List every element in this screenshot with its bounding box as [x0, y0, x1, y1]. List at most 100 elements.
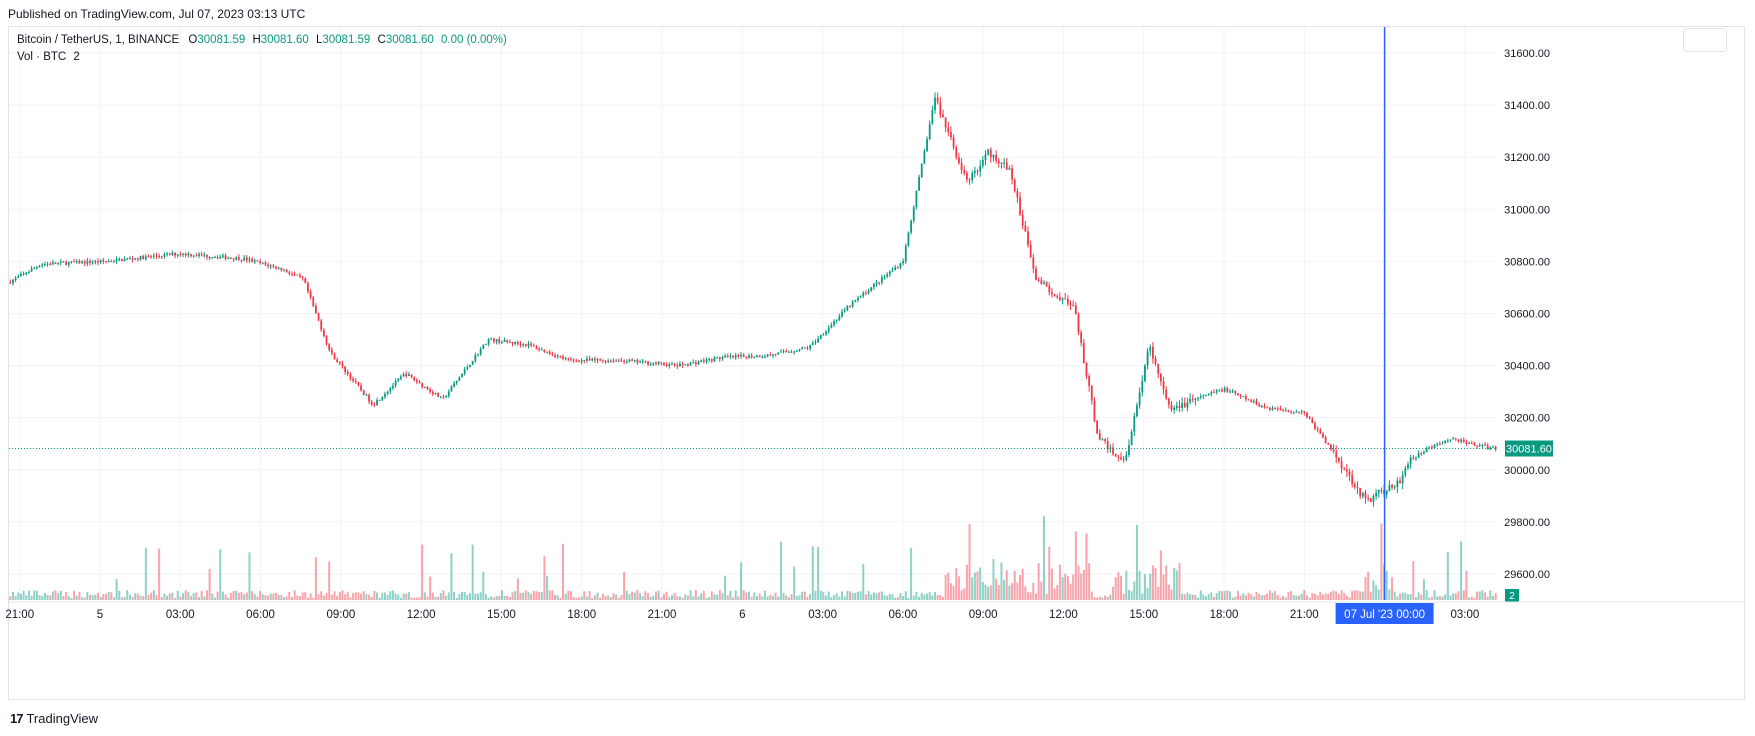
volume-bar	[1053, 588, 1056, 600]
volume-bar	[434, 596, 437, 600]
volume-bar	[211, 593, 214, 600]
volume-bar	[1481, 590, 1484, 600]
volume-bar	[843, 596, 846, 600]
candle-body	[564, 358, 567, 360]
volume-bar	[253, 594, 256, 600]
volume-bar	[107, 591, 110, 600]
volume-bar	[91, 595, 94, 600]
volume-bar	[341, 590, 344, 600]
volume-bar	[1412, 561, 1415, 600]
volume-bar	[522, 592, 525, 600]
price-scale-settings-button[interactable]	[1683, 28, 1727, 52]
candle-body	[328, 344, 331, 350]
volume-bar	[862, 563, 865, 600]
candle-body	[219, 256, 222, 259]
candle-body	[748, 355, 750, 359]
candle-body	[551, 354, 554, 356]
symbol-legend[interactable]: Bitcoin / TetherUS, 1, BINANCE O30081.59…	[17, 34, 507, 46]
volume-bar	[779, 541, 782, 600]
volume-bar	[1271, 592, 1274, 600]
volume-bar	[1050, 568, 1053, 600]
volume-bar	[562, 543, 565, 600]
candle-body	[1239, 394, 1242, 397]
candle-body	[524, 344, 527, 346]
volume-bar	[1178, 562, 1181, 600]
volume-bar	[330, 594, 333, 600]
volume-bar	[59, 590, 62, 600]
volume-bar	[1056, 585, 1059, 600]
tradingview-footer[interactable]: 17 TradingView	[10, 711, 98, 726]
volume-legend[interactable]: Vol · BTC 2	[17, 51, 80, 63]
candle-body	[431, 391, 434, 395]
candle-body	[862, 292, 865, 297]
candle-body	[1197, 397, 1199, 399]
volume-bar	[445, 595, 448, 600]
volume-bar	[737, 596, 740, 600]
volume-bar	[1449, 595, 1452, 600]
candle-body	[1276, 408, 1279, 410]
volume-bar	[1492, 595, 1495, 600]
volume-bar	[466, 595, 469, 600]
candle-body	[309, 291, 312, 298]
candle-body	[1056, 296, 1059, 298]
candle-body	[1478, 445, 1481, 447]
volume-bar	[288, 591, 291, 600]
candle-body	[795, 350, 798, 352]
volume-bar	[1029, 592, 1032, 600]
candle-body	[827, 327, 830, 332]
candle-body	[1136, 405, 1138, 417]
volume-bar	[1337, 594, 1340, 600]
volume-bar	[1457, 591, 1460, 600]
volume-bar	[83, 597, 86, 600]
candle-body	[1223, 388, 1226, 392]
candle-body	[601, 360, 604, 362]
candle-body	[211, 257, 214, 259]
volume-bar	[1282, 595, 1285, 600]
volume-bar	[1207, 594, 1210, 600]
volume-bar	[766, 596, 769, 600]
volume-bar	[904, 591, 907, 600]
volume-bar	[923, 594, 926, 600]
candle-body	[352, 378, 354, 381]
candle-body	[817, 338, 819, 343]
symbol-name[interactable]: Bitcoin / TetherUS, 1, BINANCE	[17, 34, 180, 46]
volume-bar	[514, 591, 517, 600]
candle-body	[402, 373, 405, 377]
candle-body	[1021, 214, 1024, 226]
volume-bar	[112, 597, 115, 600]
volume-bar	[346, 591, 349, 600]
candle-body	[1175, 405, 1178, 408]
candle-body	[1417, 453, 1420, 458]
volume-label[interactable]: Vol · BTC	[17, 51, 67, 63]
volume-bar	[965, 564, 968, 600]
candle-body	[865, 292, 867, 294]
candle-body	[163, 254, 166, 257]
volume-bar	[134, 593, 137, 600]
candle-body	[243, 257, 246, 261]
volume-bar	[344, 594, 347, 600]
volume-bar	[1104, 595, 1107, 600]
candle-body	[830, 324, 833, 328]
volume-bar	[955, 567, 958, 600]
candle-body	[1112, 447, 1114, 455]
candle-body	[1242, 396, 1245, 398]
candle-body	[190, 253, 192, 256]
volume-bar	[394, 593, 397, 600]
volume-bar	[1292, 594, 1295, 600]
volume-bar	[439, 592, 442, 600]
volume-bar	[1008, 585, 1011, 600]
volume-bar	[554, 595, 557, 600]
volume-bar	[503, 595, 506, 600]
candle-body	[1399, 480, 1401, 484]
candle-body	[873, 284, 875, 288]
candle-body	[171, 252, 174, 255]
volume-bar	[1446, 551, 1449, 600]
volume-bar	[402, 593, 405, 600]
candle-body	[1298, 411, 1300, 413]
candle-body	[641, 360, 644, 362]
candle-body	[360, 385, 362, 391]
volume-bar	[721, 593, 724, 600]
volume-bar	[516, 578, 519, 600]
candle-body	[1059, 297, 1061, 301]
